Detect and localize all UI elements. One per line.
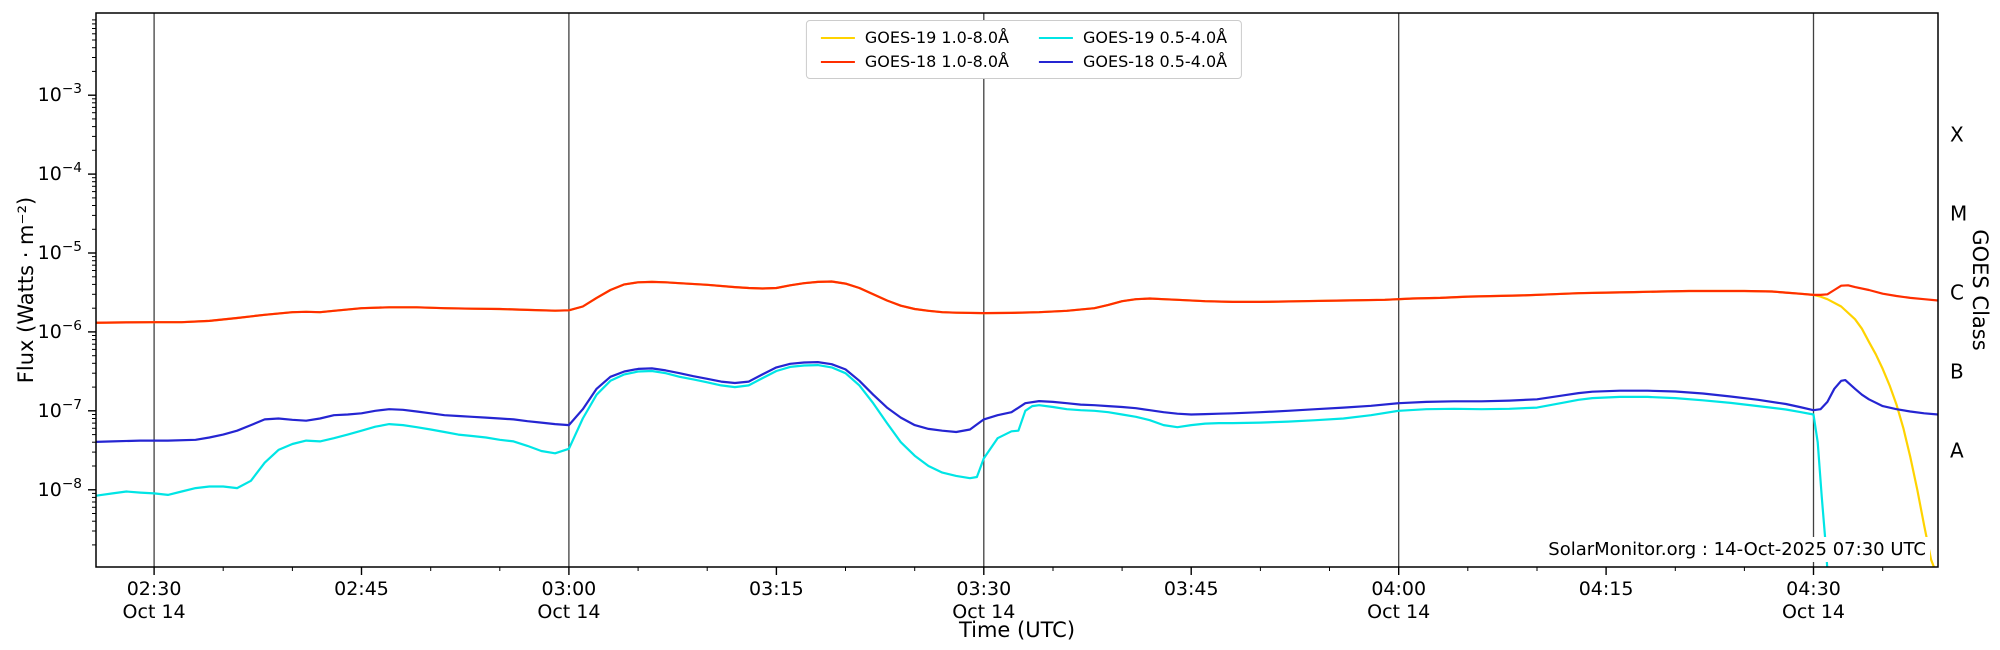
- legend-item-goes19-short: GOES-19 0.5-4.0Å: [1039, 28, 1227, 47]
- legend-item-goes18-long: GOES-18 1.0-8.0Å: [820, 52, 1009, 71]
- watermark-text: SolarMonitor.org : 14-Oct-2025 07:30 UTC: [1544, 537, 1930, 562]
- series-lines: [96, 280, 1938, 567]
- x-tick-label: 03:15: [749, 578, 804, 600]
- vertical-gridlines: [153, 13, 1815, 567]
- series-line-goes18-short: [96, 361, 1938, 443]
- y-tick-label: 10−5: [38, 239, 82, 264]
- series-line-goes18-long: [96, 280, 1938, 324]
- series-line-goes19-long: [96, 280, 1936, 567]
- y-tick-label: 10−7: [38, 397, 82, 422]
- goes-class-label: X: [1950, 123, 1964, 147]
- goes-class-label: A: [1950, 438, 1964, 462]
- x-tick-sublabel: Oct 14: [537, 601, 600, 623]
- x-tick-label: 04:30: [1786, 578, 1841, 600]
- y-tick-labels: 10−3 10−4 10−5 10−6 10−7 10−8: [38, 81, 82, 501]
- legend: GOES-19 1.0-8.0Å GOES-18 1.0-8.0Å GOES-19 …: [805, 20, 1243, 79]
- x-tick-sublabel: Oct 14: [1367, 601, 1430, 623]
- legend-label: GOES-18 1.0-8.0Å: [864, 52, 1009, 71]
- y-tick-label: 10−4: [38, 160, 82, 185]
- legend-swatch-goes19-long: [820, 36, 855, 39]
- x-tick-label: 03:30: [956, 578, 1011, 600]
- x-tick-sublabel: Oct 14: [1782, 601, 1845, 623]
- x-tick-label: 02:45: [334, 578, 389, 600]
- y-tick-label: 10−8: [38, 476, 82, 501]
- series-line-goes19-short: [96, 364, 1829, 567]
- y-axis-ticks: [88, 19, 96, 546]
- right-axis-label: GOES Class: [1968, 229, 1992, 351]
- legend-swatch-goes18-short: [1039, 60, 1073, 63]
- x-tick-label: 04:15: [1579, 578, 1634, 600]
- legend-label: GOES-18 0.5-4.0Å: [1083, 52, 1228, 71]
- legend-label: GOES-19 1.0-8.0Å: [864, 28, 1009, 47]
- x-tick-sublabel: Oct 14: [952, 601, 1015, 623]
- x-tick-sublabel: Oct 14: [123, 601, 186, 623]
- goes-class-labels: X M C B A: [1950, 123, 1967, 463]
- legend-swatch-goes18-long: [820, 60, 855, 63]
- legend-item-goes18-short: GOES-18 0.5-4.0Å: [1039, 52, 1227, 71]
- y-axis-label: Flux (Watts · m⁻²): [14, 196, 38, 384]
- goes-class-label: M: [1950, 202, 1967, 226]
- x-tick-label: 04:00: [1371, 578, 1426, 600]
- x-axis-label: Time (UTC): [958, 618, 1076, 642]
- legend-item-goes19-long: GOES-19 1.0-8.0Å: [820, 28, 1009, 47]
- goes-class-label: B: [1950, 359, 1964, 383]
- x-tick-label: 03:45: [1164, 578, 1219, 600]
- legend-label: GOES-19 0.5-4.0Å: [1083, 28, 1228, 47]
- goes-class-label: C: [1950, 281, 1964, 305]
- legend-swatch-goes19-short: [1039, 36, 1073, 39]
- x-tick-label: 02:30: [127, 578, 182, 600]
- x-tick-label: 03:00: [542, 578, 597, 600]
- y-tick-label: 10−6: [38, 318, 82, 343]
- x-axis-ticks: [153, 567, 1884, 575]
- y-tick-label: 10−3: [38, 81, 82, 106]
- plot-border: [95, 12, 1939, 568]
